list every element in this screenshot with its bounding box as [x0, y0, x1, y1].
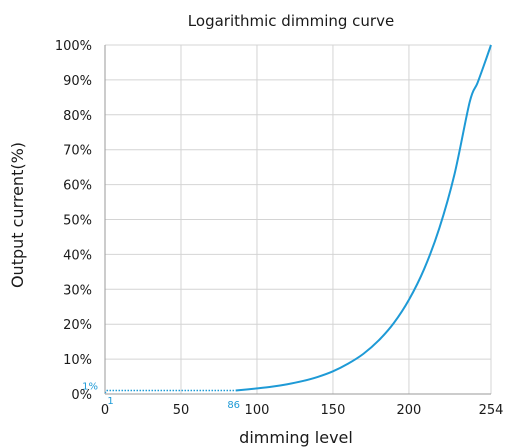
- annotation-label-2: 86: [227, 400, 240, 411]
- y-tick-label-7: 70%: [63, 144, 92, 159]
- y-tick-labels: 0% 10% 20% 30% 40% 50% 60% 70% 80% 90% 100%: [55, 39, 92, 403]
- y-tick-label-10: 100%: [55, 39, 92, 54]
- annotations: 1% 1 86: [82, 382, 240, 411]
- x-axis-title: dimming level: [239, 428, 353, 447]
- start-connector-line: [104, 390, 108, 394]
- y-tick-label-9: 90%: [63, 74, 92, 89]
- x-tick-label-0: 0: [101, 403, 109, 418]
- y-tick-label-3: 30%: [63, 283, 92, 298]
- x-tick-label-2: 100: [245, 403, 270, 418]
- annotation-label-1: 1: [107, 396, 113, 407]
- y-axis-title: Output current(%): [8, 142, 27, 288]
- series-group: [106, 44, 492, 392]
- y-tick-label-6: 60%: [63, 179, 92, 194]
- grid: [105, 44, 492, 394]
- series-line-0: [235, 44, 492, 392]
- annotation-label-0: 1%: [82, 382, 98, 393]
- y-tick-label-2: 20%: [63, 318, 92, 333]
- y-tick-label-8: 80%: [63, 109, 92, 124]
- axes: [104, 45, 491, 395]
- x-tick-label-5: 254: [479, 403, 504, 418]
- y-tick-label-4: 40%: [63, 248, 92, 263]
- y-tick-label-1: 10%: [63, 353, 92, 368]
- chart-title: Logarithmic dimming curve: [188, 12, 394, 30]
- x-tick-label-3: 150: [321, 403, 346, 418]
- x-tick-labels: 0 50 100 150 200 254: [101, 403, 504, 418]
- x-tick-label-4: 200: [397, 403, 422, 418]
- x-tick-label-1: 50: [173, 403, 190, 418]
- y-tick-label-0: 0%: [71, 388, 92, 403]
- y-tick-label-5: 50%: [63, 214, 92, 229]
